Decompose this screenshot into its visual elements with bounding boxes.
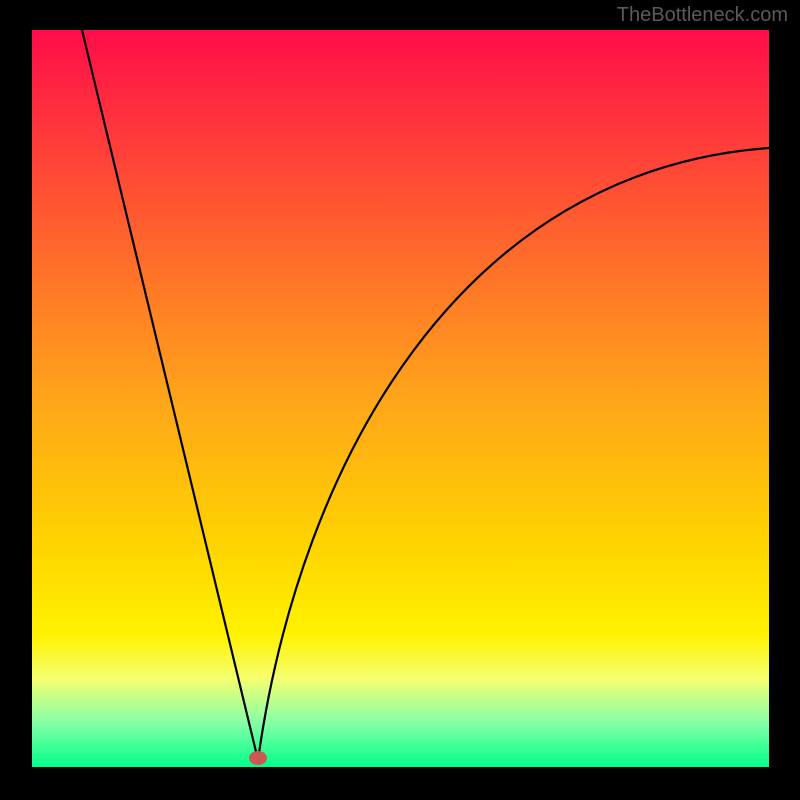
watermark-text: TheBottleneck.com bbox=[617, 4, 788, 27]
minimum-marker bbox=[249, 751, 267, 765]
bottleneck-curve bbox=[82, 30, 769, 760]
curve-layer bbox=[32, 30, 769, 767]
